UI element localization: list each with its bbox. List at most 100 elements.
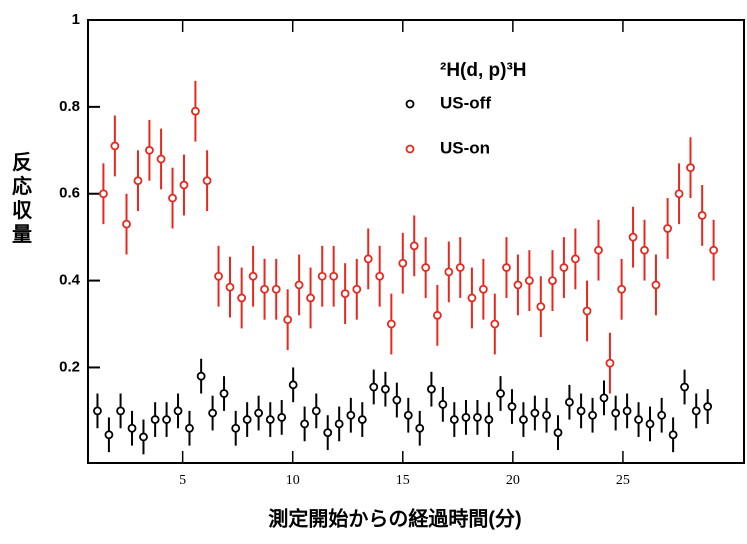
y-tick-label: 0.2 [59, 358, 80, 375]
data-point [432, 310, 442, 320]
data-point [265, 415, 275, 424]
data-point [628, 232, 638, 242]
data-point [381, 384, 390, 394]
data-point [231, 423, 241, 433]
data-point [185, 423, 194, 433]
data-point [605, 358, 615, 368]
data-point [99, 189, 108, 199]
data-point [484, 415, 494, 424]
data-point [519, 415, 528, 424]
data-point [455, 263, 465, 272]
data-point [588, 410, 597, 420]
legend-marker [405, 144, 415, 154]
data-point [674, 189, 684, 199]
data-point [208, 408, 217, 418]
data-point [680, 382, 689, 392]
data-point [323, 428, 333, 437]
data-point [122, 219, 131, 229]
data-point [283, 315, 293, 325]
legend-label: US-off [440, 93, 491, 112]
data-point [271, 284, 281, 294]
data-point [524, 276, 534, 285]
data-point [513, 280, 523, 290]
data-point [173, 406, 183, 416]
data-point [363, 254, 373, 264]
data-point [570, 254, 580, 264]
data-point [530, 408, 540, 418]
data-point [386, 319, 396, 329]
data-point [542, 410, 551, 420]
data-point [306, 293, 315, 303]
data-point [219, 389, 229, 398]
data-point [668, 430, 678, 440]
data-point [150, 415, 160, 424]
data-point [559, 263, 569, 272]
data-point [179, 180, 189, 190]
data-point [242, 415, 252, 424]
data-point [340, 289, 350, 299]
data-point [202, 176, 212, 186]
data-point [651, 280, 661, 290]
data-point [686, 163, 695, 173]
data-point [127, 423, 137, 433]
data-point [254, 408, 264, 418]
data-point [162, 415, 171, 424]
data-point [645, 419, 655, 429]
data-point [311, 406, 321, 416]
data-point [225, 282, 235, 292]
data-point [369, 382, 379, 392]
data-point [415, 423, 425, 433]
data-point [634, 415, 643, 424]
data-point [449, 415, 459, 424]
data-point [444, 267, 454, 277]
data-point [496, 389, 505, 398]
data-point [357, 415, 367, 424]
data-point [334, 419, 344, 429]
data-point [145, 145, 154, 155]
data-point [317, 271, 327, 281]
x-tick-label: 5 [179, 473, 186, 488]
data-point [93, 406, 102, 416]
data-point [288, 380, 298, 390]
data-point [329, 271, 339, 281]
data-point [133, 176, 143, 186]
data-point [300, 419, 310, 429]
data-point [657, 410, 667, 420]
data-point [116, 406, 125, 416]
x-axis-label: 測定開始からの経過時間(分) [268, 506, 521, 530]
y-tick-label: 0.4 [59, 272, 81, 289]
legend-marker [405, 99, 415, 109]
data-point [467, 293, 477, 303]
data-point [156, 154, 166, 164]
data-point [502, 263, 511, 272]
data-point [196, 371, 206, 381]
x-tick-label: 20 [506, 473, 520, 488]
y-tick-label: 0.6 [59, 185, 80, 202]
data-point [392, 395, 402, 405]
data-point [594, 245, 603, 255]
data-point [237, 293, 247, 303]
data-point [427, 384, 436, 394]
data-point [663, 224, 673, 233]
data-point [277, 412, 287, 422]
data-point [260, 284, 269, 294]
data-point [352, 284, 362, 294]
data-point [640, 245, 649, 255]
data-point [582, 306, 592, 316]
legend-title: ²H(d, p)³H [440, 60, 527, 81]
data-point [478, 284, 488, 294]
data-point [294, 280, 304, 290]
data-point [191, 106, 200, 116]
y-tick-label: 1 [72, 11, 80, 28]
data-point [421, 263, 431, 272]
data-point [548, 276, 557, 285]
data-point [599, 393, 609, 403]
data-point [461, 412, 471, 422]
data-point [553, 428, 563, 437]
data-point [697, 211, 707, 220]
data-point [104, 430, 114, 440]
data-point [703, 402, 713, 411]
data-point [611, 408, 621, 418]
